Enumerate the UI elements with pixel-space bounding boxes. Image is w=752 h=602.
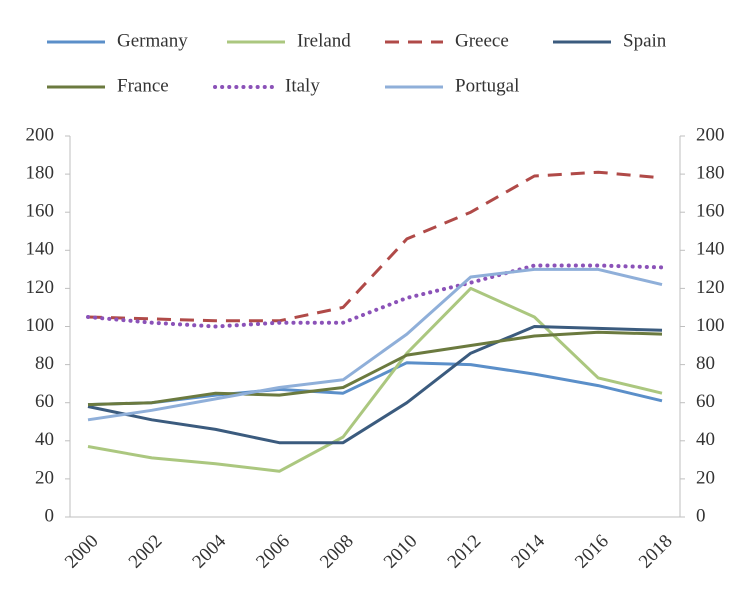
y-tick-label: 180: [26, 162, 55, 183]
y2-tick-label: 120: [696, 277, 725, 298]
legend-label: Italy: [285, 75, 320, 96]
y-tick-label: 100: [26, 315, 55, 336]
legend-label: France: [117, 75, 169, 96]
y-tick-label: 80: [35, 353, 54, 374]
x-tick-label: 2004: [188, 530, 230, 572]
y2-tick-label: 60: [696, 391, 715, 412]
legend-label: Portugal: [455, 75, 519, 96]
y-tick-label: 0: [45, 505, 55, 526]
x-tick-label: 2012: [444, 531, 486, 573]
x-tick-label: 2002: [125, 531, 167, 573]
y-tick-label: 120: [26, 277, 55, 298]
y2-tick-label: 40: [696, 429, 715, 450]
y2-tick-label: 100: [696, 315, 725, 336]
x-tick-label: 2014: [507, 530, 549, 572]
y-tick-label: 160: [26, 201, 55, 222]
x-tick-label: 2008: [316, 531, 358, 573]
y-tick-label: 20: [35, 467, 54, 488]
y-tick-label: 40: [35, 429, 54, 450]
x-tick-label: 2010: [380, 531, 422, 573]
series-line: [87, 286, 663, 473]
x-tick-label: 2016: [571, 531, 613, 573]
legend-label: Germany: [117, 30, 188, 51]
series-line: [87, 267, 663, 422]
series-line: [87, 170, 663, 323]
x-tick-label: 2018: [635, 531, 677, 573]
legend-label: Greece: [455, 30, 509, 51]
legend-label: Spain: [623, 30, 667, 51]
y-tick-label: 200: [26, 124, 55, 145]
x-tick-label: 2006: [252, 531, 294, 573]
x-tick-label: 2000: [61, 531, 103, 573]
y-tick-label: 60: [35, 391, 54, 412]
y2-tick-label: 160: [696, 201, 725, 222]
series-line: [87, 330, 663, 407]
y2-tick-label: 180: [696, 162, 725, 183]
y2-tick-label: 20: [696, 467, 715, 488]
series-line: [87, 325, 663, 445]
series-line: [86, 263, 664, 329]
legend-label: Ireland: [297, 30, 351, 51]
y2-tick-label: 200: [696, 124, 725, 145]
y2-tick-label: 80: [696, 353, 715, 374]
y-tick-label: 140: [26, 239, 55, 260]
y2-tick-label: 140: [696, 239, 725, 260]
y2-tick-label: 0: [696, 505, 706, 526]
